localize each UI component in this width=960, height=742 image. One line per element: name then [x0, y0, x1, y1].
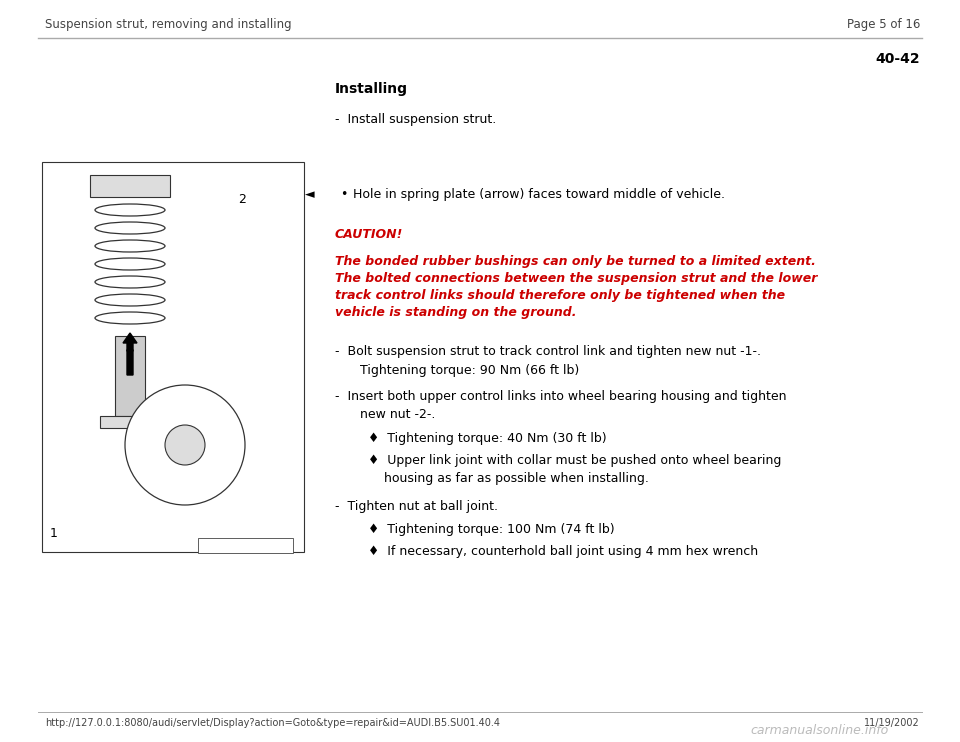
Text: -  Install suspension strut.: - Install suspension strut. — [335, 113, 496, 126]
Text: •: • — [340, 188, 348, 201]
Text: ♦  Upper link joint with collar must be pushed onto wheel bearing: ♦ Upper link joint with collar must be p… — [368, 454, 781, 467]
Circle shape — [165, 425, 205, 465]
Text: carmanualsonline.info: carmanualsonline.info — [750, 724, 888, 737]
Bar — [100, 416, 160, 428]
Bar — [115, 336, 145, 416]
Text: The bonded rubber bushings can only be turned to a limited extent.: The bonded rubber bushings can only be t… — [335, 255, 816, 268]
Bar — [198, 538, 293, 553]
Text: Installing: Installing — [335, 82, 408, 96]
Text: track control links should therefore only be tightened when the: track control links should therefore onl… — [335, 289, 785, 302]
Text: vehicle is standing on the ground.: vehicle is standing on the ground. — [335, 306, 577, 319]
Text: -  Tighten nut at ball joint.: - Tighten nut at ball joint. — [335, 500, 498, 513]
Text: 11/19/2002: 11/19/2002 — [864, 718, 920, 728]
Text: http://127.0.0.1:8080/audi/servlet/Display?action=Goto&type=repair&id=AUDI.B5.SU: http://127.0.0.1:8080/audi/servlet/Displ… — [45, 718, 500, 728]
Text: -  Insert both upper control links into wheel bearing housing and tighten: - Insert both upper control links into w… — [335, 390, 786, 403]
Text: CAUTION!: CAUTION! — [335, 228, 403, 241]
Text: ♦  If necessary, counterhold ball joint using 4 mm hex wrench: ♦ If necessary, counterhold ball joint u… — [368, 545, 758, 558]
Text: Hole in spring plate (arrow) faces toward middle of vehicle.: Hole in spring plate (arrow) faces towar… — [353, 188, 725, 201]
Text: -  Bolt suspension strut to track control link and tighten new nut -1-.: - Bolt suspension strut to track control… — [335, 345, 761, 358]
Text: Tightening torque: 90 Nm (66 ft lb): Tightening torque: 90 Nm (66 ft lb) — [360, 364, 579, 377]
Text: ◄: ◄ — [305, 188, 315, 201]
Text: 1: 1 — [50, 527, 58, 540]
Text: 2: 2 — [238, 193, 246, 206]
Text: 40-42: 40-42 — [876, 52, 920, 66]
Circle shape — [125, 385, 245, 505]
Text: housing as far as possible when installing.: housing as far as possible when installi… — [384, 472, 649, 485]
Bar — [90, 175, 170, 197]
FancyArrow shape — [123, 333, 137, 375]
Text: new nut -2-.: new nut -2-. — [360, 408, 436, 421]
Text: The bolted connections between the suspension strut and the lower: The bolted connections between the suspe… — [335, 272, 817, 285]
Text: A40-0049: A40-0049 — [219, 540, 269, 550]
Text: Suspension strut, removing and installing: Suspension strut, removing and installin… — [45, 18, 292, 31]
Bar — [42, 162, 304, 552]
Text: ♦  Tightening torque: 100 Nm (74 ft lb): ♦ Tightening torque: 100 Nm (74 ft lb) — [368, 523, 614, 536]
Text: Page 5 of 16: Page 5 of 16 — [847, 18, 920, 31]
Text: ♦  Tightening torque: 40 Nm (30 ft lb): ♦ Tightening torque: 40 Nm (30 ft lb) — [368, 432, 607, 445]
